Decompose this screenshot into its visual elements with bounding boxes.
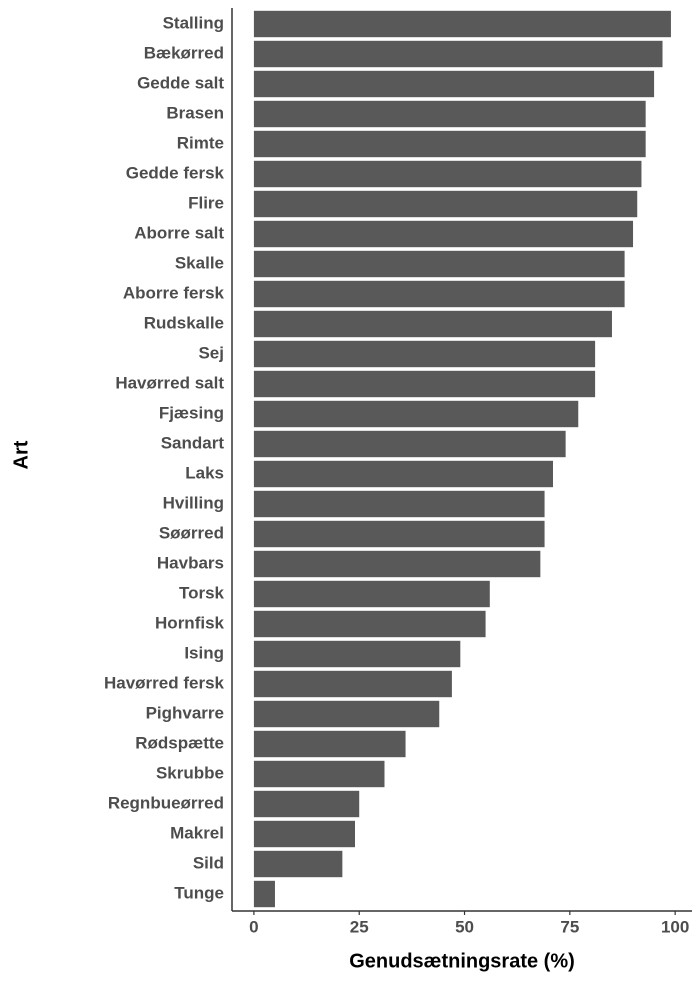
x-tick-label: 0 bbox=[249, 917, 258, 936]
bar bbox=[253, 700, 440, 728]
y-tick-label: Sandart bbox=[161, 433, 225, 452]
y-tick-label: Torsk bbox=[179, 583, 225, 602]
y-tick-label: Ising bbox=[184, 643, 224, 662]
bar bbox=[253, 400, 579, 428]
y-tick-label: Aborre fersk bbox=[123, 283, 225, 302]
bar bbox=[253, 220, 634, 248]
y-tick-label: Skalle bbox=[175, 253, 224, 272]
bar bbox=[253, 820, 356, 848]
y-tick-label: Havørred fersk bbox=[104, 673, 225, 692]
x-tick-label: 75 bbox=[560, 917, 579, 936]
y-tick-label: Rimte bbox=[177, 133, 224, 152]
y-tick-label: Hornfisk bbox=[155, 613, 225, 632]
y-tick-label: Flire bbox=[188, 193, 224, 212]
y-tick-label: Bækørred bbox=[144, 43, 224, 62]
y-tick-label: Sej bbox=[198, 343, 224, 362]
bar bbox=[253, 850, 343, 878]
bar bbox=[253, 730, 406, 758]
y-tick-label: Rudskalle bbox=[144, 313, 224, 332]
y-tick-label: Aborre salt bbox=[134, 223, 224, 242]
y-tick-label: Tunge bbox=[174, 883, 224, 902]
bar bbox=[253, 10, 671, 38]
y-tick-label: Laks bbox=[185, 463, 224, 482]
bar bbox=[253, 550, 541, 578]
x-tick-label: 50 bbox=[455, 917, 474, 936]
bar bbox=[253, 610, 486, 638]
bar bbox=[253, 580, 490, 608]
bar bbox=[253, 250, 625, 278]
bar bbox=[253, 280, 625, 308]
bar bbox=[253, 430, 566, 458]
y-tick-label: Havørred salt bbox=[115, 373, 224, 392]
bar bbox=[253, 520, 545, 548]
bar bbox=[253, 880, 275, 908]
y-tick-label: Brasen bbox=[166, 103, 224, 122]
y-axis-title: Art bbox=[10, 440, 32, 469]
y-tick-label: Makrel bbox=[170, 823, 224, 842]
bar bbox=[253, 40, 663, 68]
bar bbox=[253, 70, 655, 98]
y-tick-label: Regnbueørred bbox=[108, 793, 224, 812]
y-tick-label: Gedde fersk bbox=[126, 163, 225, 182]
bar bbox=[253, 460, 553, 488]
y-tick-label: Gedde salt bbox=[137, 73, 224, 92]
bar bbox=[253, 640, 461, 668]
bar bbox=[253, 760, 385, 788]
bar bbox=[253, 670, 452, 698]
x-tick-label: 25 bbox=[350, 917, 369, 936]
bar bbox=[253, 190, 638, 218]
bar bbox=[253, 160, 642, 188]
bar bbox=[253, 490, 545, 518]
y-tick-label: Pighvarre bbox=[146, 703, 224, 722]
bar bbox=[253, 790, 360, 818]
bar bbox=[253, 340, 596, 368]
x-axis-title: Genudsætningsrate (%) bbox=[349, 950, 575, 972]
y-tick-label: Søørred bbox=[159, 523, 224, 542]
y-tick-label: Hvilling bbox=[163, 493, 224, 512]
bar bbox=[253, 130, 646, 158]
y-tick-label: Fjæsing bbox=[159, 403, 224, 422]
y-tick-label: Skrubbe bbox=[156, 763, 224, 782]
y-tick-label: Stalling bbox=[163, 13, 224, 32]
bar bbox=[253, 310, 612, 338]
bar bbox=[253, 100, 646, 128]
y-tick-label: Rødspætte bbox=[135, 733, 224, 752]
y-tick-label: Havbars bbox=[157, 553, 224, 572]
y-tick-label: Sild bbox=[193, 853, 224, 872]
bar bbox=[253, 370, 596, 398]
x-tick-label: 100 bbox=[661, 917, 689, 936]
